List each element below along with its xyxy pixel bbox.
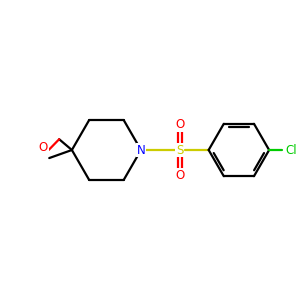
Text: O: O xyxy=(39,141,48,154)
Text: S: S xyxy=(176,143,184,157)
Text: Cl: Cl xyxy=(286,143,297,157)
Text: O: O xyxy=(175,169,184,182)
Text: N: N xyxy=(136,143,146,157)
Text: O: O xyxy=(175,118,184,130)
